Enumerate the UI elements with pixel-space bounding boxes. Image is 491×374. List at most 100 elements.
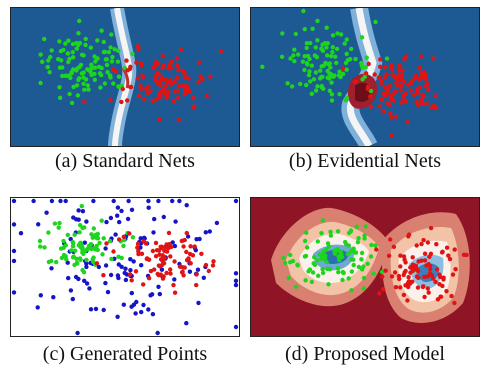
- blue-point: [11, 258, 17, 264]
- green-point: [361, 275, 367, 281]
- red-point: [431, 56, 436, 61]
- green-point: [296, 52, 301, 57]
- green-point: [93, 59, 98, 64]
- red-point: [203, 262, 209, 268]
- red-point: [418, 54, 424, 59]
- blue-point: [233, 198, 239, 204]
- blue-point: [172, 243, 178, 249]
- green-point: [77, 230, 82, 235]
- red-point: [395, 75, 400, 80]
- red-point: [379, 97, 384, 102]
- red-point: [450, 272, 456, 277]
- green-point: [288, 260, 293, 265]
- red-point: [141, 239, 146, 244]
- panel-a-red-points: [82, 43, 224, 123]
- green-point: [325, 41, 330, 46]
- green-point: [95, 38, 100, 43]
- green-point: [315, 38, 320, 43]
- red-point: [157, 117, 162, 122]
- green-point: [346, 276, 351, 281]
- green-point: [304, 82, 309, 88]
- panel-a-plot: [11, 8, 239, 146]
- red-point: [382, 75, 387, 80]
- red-point: [171, 282, 176, 288]
- green-point: [292, 47, 297, 52]
- blue-point: [115, 205, 121, 210]
- red-point: [426, 87, 431, 93]
- red-point: [382, 84, 387, 90]
- green-point: [115, 48, 121, 53]
- red-point: [136, 93, 142, 99]
- green-point: [325, 241, 331, 246]
- green-point: [79, 203, 85, 209]
- green-point: [331, 74, 336, 79]
- green-point: [105, 70, 110, 75]
- red-point: [168, 267, 173, 272]
- red-point: [104, 241, 109, 246]
- red-point: [391, 244, 397, 249]
- red-point: [155, 80, 160, 85]
- green-point: [354, 224, 359, 229]
- panel-d-plot: [251, 198, 479, 336]
- red-point: [399, 73, 405, 78]
- green-point: [95, 56, 100, 61]
- red-point: [160, 65, 165, 71]
- green-point: [116, 74, 122, 79]
- red-point: [434, 267, 440, 272]
- blue-point: [170, 198, 175, 204]
- green-point: [324, 25, 329, 30]
- green-point: [344, 37, 349, 42]
- green-point: [321, 249, 326, 254]
- green-point: [362, 74, 368, 79]
- green-point: [295, 263, 300, 268]
- red-point: [387, 83, 393, 89]
- green-point: [72, 248, 78, 253]
- blue-point: [187, 269, 193, 274]
- green-point: [289, 84, 295, 89]
- green-point: [92, 65, 98, 70]
- green-point: [352, 250, 358, 255]
- red-point: [186, 76, 191, 81]
- green-point: [101, 39, 107, 45]
- red-point: [433, 279, 438, 285]
- green-point: [104, 62, 110, 68]
- red-point: [391, 98, 396, 103]
- red-point: [192, 244, 197, 249]
- green-point: [320, 42, 325, 47]
- red-point: [366, 61, 371, 67]
- green-point: [130, 51, 135, 57]
- red-point: [393, 88, 398, 94]
- green-point: [74, 83, 80, 88]
- green-point: [320, 267, 325, 272]
- green-point: [83, 42, 88, 48]
- red-point: [393, 114, 399, 119]
- red-point: [389, 62, 394, 68]
- blue-point: [129, 290, 134, 296]
- green-point: [40, 59, 45, 64]
- red-point: [419, 241, 424, 247]
- blue-point: [71, 215, 76, 220]
- red-point: [384, 72, 389, 77]
- green-point: [302, 27, 307, 32]
- red-point: [163, 244, 168, 250]
- red-point: [399, 100, 404, 105]
- red-point: [388, 237, 393, 242]
- green-point: [337, 257, 342, 263]
- blue-point: [117, 219, 122, 225]
- green-point: [315, 239, 320, 244]
- green-point: [66, 38, 71, 43]
- red-point: [380, 274, 385, 279]
- red-point: [420, 92, 425, 98]
- blue-point: [11, 248, 17, 254]
- green-point: [365, 261, 370, 266]
- green-point: [76, 77, 81, 83]
- blue-point: [138, 245, 143, 250]
- red-point: [154, 97, 159, 102]
- red-point: [452, 300, 457, 306]
- green-point: [77, 40, 83, 46]
- green-point: [323, 60, 328, 66]
- green-point: [330, 33, 336, 38]
- red-point: [166, 230, 172, 236]
- blue-point: [58, 198, 63, 204]
- green-point: [344, 67, 349, 72]
